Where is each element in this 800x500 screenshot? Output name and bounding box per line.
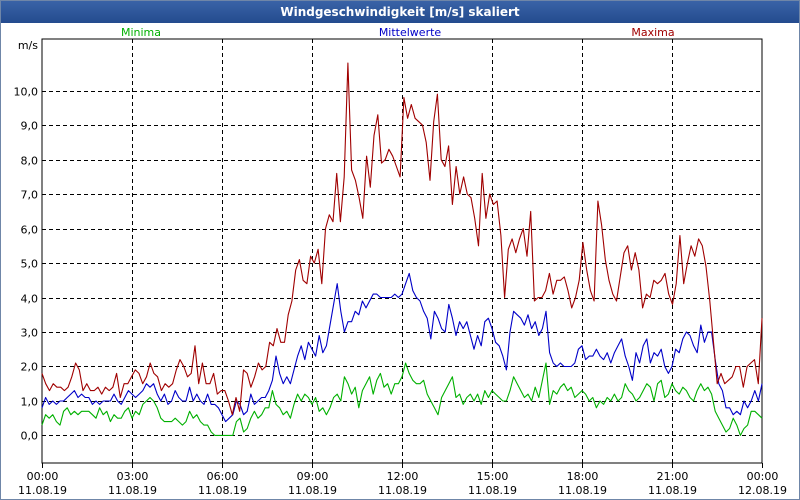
x-tick-date: 11.08.19: [198, 484, 247, 497]
y-tick-label: 0,0: [21, 430, 39, 443]
x-tick-date: 11.08.19: [18, 484, 67, 497]
y-tick-label: 6,0: [21, 224, 39, 237]
y-tick-label: 3,0: [21, 327, 39, 340]
x-tick-date: 11.08.19: [378, 484, 427, 497]
y-tick-label: 1,0: [21, 396, 39, 409]
x-tick-time: 21:00: [657, 470, 689, 483]
y-tick-label: 4,0: [21, 293, 39, 306]
y-tick-label: 9,0: [21, 120, 39, 133]
x-tick-date: 11.08.19: [648, 484, 697, 497]
x-tick-time: 18:00: [567, 470, 599, 483]
x-tick-time: 09:00: [297, 470, 329, 483]
x-tick-date: 11.08.19: [558, 484, 607, 497]
y-tick-label: 2,0: [21, 361, 39, 374]
y-tick-label: 5,0: [21, 258, 39, 271]
y-axis-label: m/s: [18, 39, 38, 52]
y-tick-label: 10,0: [14, 86, 39, 99]
series-line-max: [41, 62, 763, 416]
x-tick-date: 11.08.19: [108, 484, 157, 497]
series-line-min: [41, 362, 763, 436]
x-tick-time: 00:00: [747, 470, 779, 483]
y-tick-label: 8,0: [21, 155, 39, 168]
series-line-avg: [41, 272, 763, 423]
x-tick-date: 11.08.19: [288, 484, 337, 497]
x-tick-date: 12.08.19: [738, 484, 787, 497]
x-tick-date: 11.08.19: [468, 484, 517, 497]
legend-min: Minima: [121, 26, 161, 39]
legend-avg: Mittelwerte: [379, 26, 442, 39]
legend-max: Maxima: [631, 26, 674, 39]
x-tick-time: 06:00: [207, 470, 239, 483]
x-tick-time: 03:00: [117, 470, 149, 483]
x-tick-time: 15:00: [477, 470, 509, 483]
window-title: Windgeschwindigkeit [m/s] skaliert: [1, 1, 799, 23]
y-tick-label: 7,0: [21, 189, 39, 202]
x-tick-time: 00:00: [27, 470, 59, 483]
x-tick-time: 12:00: [387, 470, 419, 483]
